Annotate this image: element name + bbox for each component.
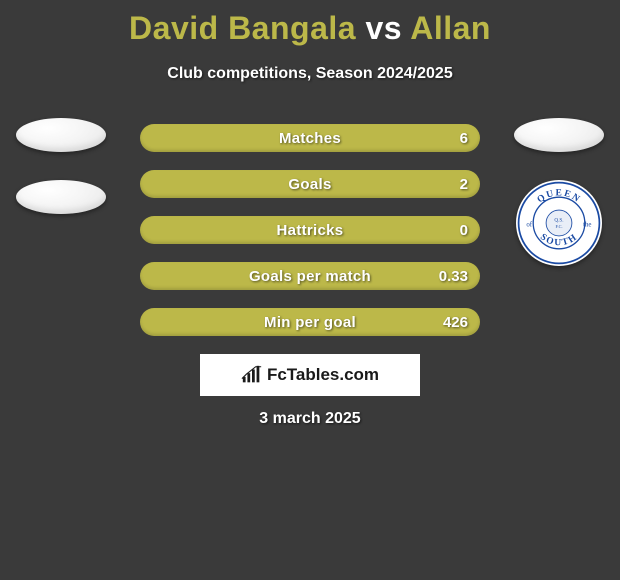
stat-bar: Matches 6 [140, 124, 480, 152]
stat-bar: Hattricks 0 [140, 216, 480, 244]
queen-of-the-south-badge-icon: QUEEN SOUTH of the Q.S. F.C. [516, 180, 602, 266]
stat-right-value: 2 [460, 170, 468, 198]
player2-photo-placeholder [514, 118, 604, 152]
player2-name: Allan [410, 10, 491, 46]
stat-bars: Matches 6 Goals 2 Hattricks 0 Goals per … [140, 124, 480, 336]
stat-bar: Min per goal 426 [140, 308, 480, 336]
stat-bar: Goals per match 0.33 [140, 262, 480, 290]
subtitle: Club competitions, Season 2024/2025 [0, 65, 620, 83]
svg-text:of: of [526, 221, 532, 228]
svg-text:Q.S.: Q.S. [554, 217, 563, 223]
stat-bar: Goals 2 [140, 170, 480, 198]
stat-label: Goals [140, 170, 480, 198]
player2-club-badge: QUEEN SOUTH of the Q.S. F.C. [516, 180, 602, 266]
date-label: 3 march 2025 [0, 410, 620, 428]
page-title: David Bangala vs Allan [0, 0, 620, 47]
brand-text: FcTables.com [267, 365, 379, 385]
player1-photo-placeholder [16, 118, 106, 152]
stat-right-value: 426 [443, 308, 468, 336]
player1-club-placeholder [16, 180, 106, 214]
stat-label: Min per goal [140, 308, 480, 336]
svg-text:the: the [583, 221, 591, 228]
brand-banner: FcTables.com [200, 354, 420, 396]
stat-right-value: 0 [460, 216, 468, 244]
left-avatars [16, 118, 106, 214]
stat-label: Hattricks [140, 216, 480, 244]
stat-right-value: 0.33 [439, 262, 468, 290]
right-avatars: QUEEN SOUTH of the Q.S. F.C. [514, 118, 604, 266]
stat-label: Goals per match [140, 262, 480, 290]
player1-name: David Bangala [129, 10, 356, 46]
stat-label: Matches [140, 124, 480, 152]
stat-right-value: 6 [460, 124, 468, 152]
bar-chart-icon [241, 365, 263, 385]
svg-text:F.C.: F.C. [555, 224, 562, 229]
vs-label: vs [365, 10, 402, 46]
